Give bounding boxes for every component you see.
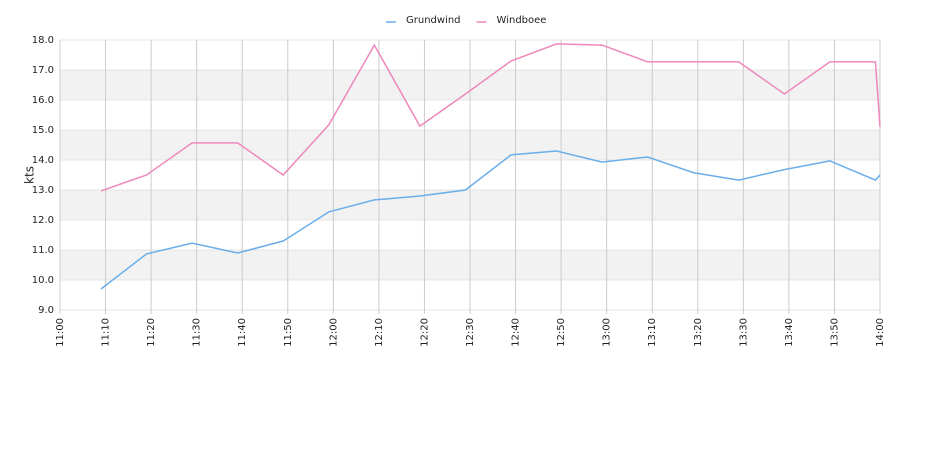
x-tick-label: 11:30 [192,318,203,347]
x-tick-label: 11:10 [101,318,112,347]
x-tick-label: 14:00 [875,318,886,347]
x-tick-label: 12:40 [511,318,522,347]
x-tick-label: 13:20 [693,318,704,347]
y-tick-label: 18.0 [32,35,54,46]
y-axis-label: kts [23,166,37,184]
legend-item: Windboee [476,15,547,26]
y-tick-label: 14.0 [32,155,54,166]
x-tick-label: 12:00 [328,318,339,347]
y-tick-label: 16.0 [32,95,54,106]
x-tick-label: 13:00 [602,318,613,347]
y-tick-label: 11.0 [32,245,54,256]
x-tick-label: 12:10 [374,318,385,347]
y-tick-label: 15.0 [32,125,54,136]
legend-label: Windboee [497,15,547,26]
y-tick-label: 12.0 [32,215,54,226]
x-tick-label: 12:50 [556,318,567,347]
y-tick-label: 17.0 [32,65,54,76]
x-tick-label: 11:00 [55,318,66,347]
x-tick-label: 12:30 [465,318,476,347]
line-series [100,150,881,290]
x-tick-label: 11:50 [283,318,294,347]
line-series [100,43,881,192]
x-tick-label: 12:20 [419,318,430,347]
x-tick-label: 13:40 [784,318,795,347]
x-tick-label: 13:50 [829,318,840,347]
y-tick-label: 10.0 [32,275,54,286]
y-tick-label: 9.0 [38,305,54,316]
x-tick-label: 11:40 [237,318,248,347]
y-tick-label: 13.0 [32,185,54,196]
legend-label: Grundwind [406,15,461,26]
x-tick-label: 13:10 [647,318,658,347]
x-tick-label: 13:30 [738,318,749,347]
legend-item: Grundwind [386,15,461,26]
x-tick-label: 11:20 [146,318,157,347]
